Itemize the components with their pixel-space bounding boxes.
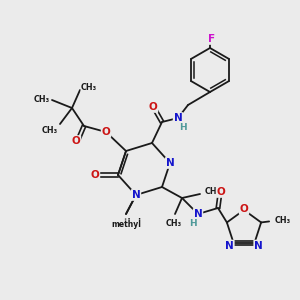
Text: N: N [194, 209, 202, 219]
Text: O: O [240, 204, 248, 214]
Text: N: N [132, 190, 140, 200]
Text: N: N [254, 241, 263, 250]
Text: O: O [72, 136, 80, 146]
Text: CH₃: CH₃ [34, 94, 50, 103]
Text: CH₃: CH₃ [42, 126, 58, 135]
Text: H: H [179, 124, 187, 133]
Text: CH₃: CH₃ [205, 188, 221, 196]
Text: F: F [208, 34, 216, 44]
Text: N: N [174, 113, 182, 123]
Text: O: O [217, 187, 225, 197]
Text: methyl: methyl [111, 218, 141, 227]
Text: CH₃: CH₃ [166, 219, 182, 228]
Text: N: N [166, 158, 174, 168]
Text: CH₃: CH₃ [81, 83, 97, 92]
Text: methyl: methyl [111, 220, 141, 229]
Text: N: N [225, 241, 234, 250]
Text: CH₃: CH₃ [275, 216, 291, 225]
Text: O: O [102, 127, 110, 137]
Text: O: O [148, 102, 158, 112]
Text: O: O [91, 170, 99, 180]
Text: H: H [189, 220, 197, 229]
